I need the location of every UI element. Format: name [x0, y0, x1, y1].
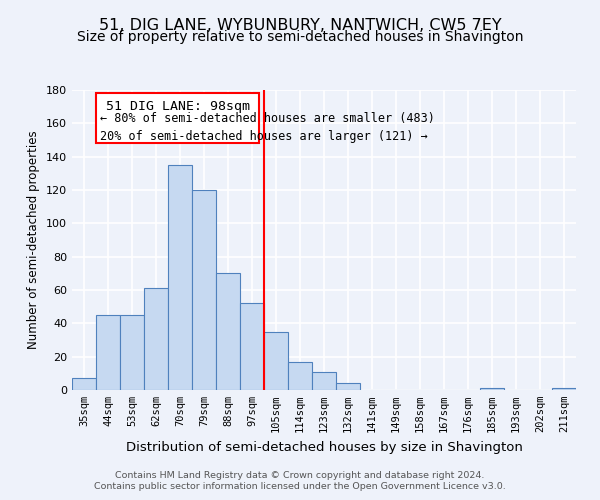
Bar	[312, 372, 336, 390]
Bar	[480, 388, 504, 390]
Text: 20% of semi-detached houses are larger (121) →: 20% of semi-detached houses are larger (…	[100, 130, 427, 143]
Text: 51, DIG LANE, WYBUNBURY, NANTWICH, CW5 7EY: 51, DIG LANE, WYBUNBURY, NANTWICH, CW5 7…	[98, 18, 502, 32]
Text: Size of property relative to semi-detached houses in Shavington: Size of property relative to semi-detach…	[77, 30, 523, 44]
Bar	[96, 315, 120, 390]
FancyBboxPatch shape	[96, 94, 259, 144]
Text: ← 80% of semi-detached houses are smaller (483): ← 80% of semi-detached houses are smalle…	[100, 112, 434, 124]
Bar	[336, 384, 360, 390]
X-axis label: Distribution of semi-detached houses by size in Shavington: Distribution of semi-detached houses by …	[125, 440, 523, 454]
Bar	[288, 362, 312, 390]
Bar	[216, 274, 240, 390]
Bar	[552, 388, 576, 390]
Bar	[168, 165, 192, 390]
Text: Contains HM Land Registry data © Crown copyright and database right 2024.: Contains HM Land Registry data © Crown c…	[115, 471, 485, 480]
Bar	[192, 190, 216, 390]
Text: Contains public sector information licensed under the Open Government Licence v3: Contains public sector information licen…	[94, 482, 506, 491]
Bar	[264, 332, 288, 390]
Bar	[120, 315, 144, 390]
Bar	[72, 378, 96, 390]
Text: 51 DIG LANE: 98sqm: 51 DIG LANE: 98sqm	[106, 100, 250, 113]
Bar	[240, 304, 264, 390]
Y-axis label: Number of semi-detached properties: Number of semi-detached properties	[28, 130, 40, 350]
Bar	[144, 288, 168, 390]
